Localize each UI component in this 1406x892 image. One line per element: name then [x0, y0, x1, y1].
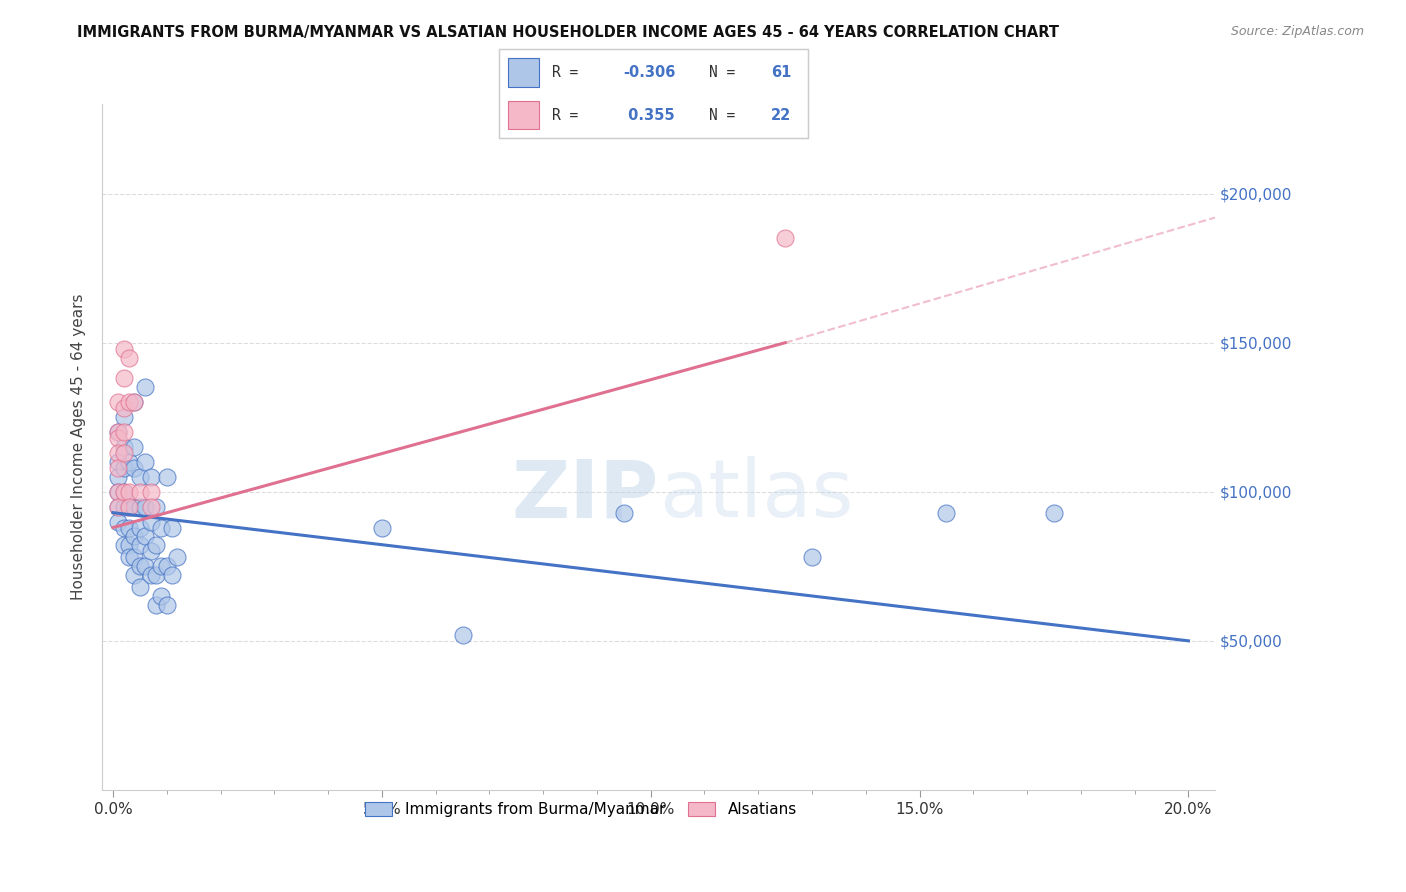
Point	[112, 371, 135, 385]
Point	[107, 500, 129, 514]
Point	[128, 580, 150, 594]
Point	[112, 425, 135, 439]
Point	[128, 520, 150, 534]
Point	[1043, 506, 1066, 520]
Y-axis label: Householder Income Ages 45 - 64 years: Householder Income Ages 45 - 64 years	[72, 293, 86, 600]
Point	[118, 500, 141, 514]
Point	[371, 520, 394, 534]
Point	[145, 538, 167, 552]
Point	[773, 231, 796, 245]
Point	[112, 446, 135, 460]
Point	[139, 500, 162, 514]
Point	[150, 520, 173, 534]
Point	[128, 470, 150, 484]
Point	[613, 506, 636, 520]
Point	[118, 520, 141, 534]
Point	[128, 500, 150, 514]
Point	[124, 568, 146, 582]
Point	[124, 461, 146, 475]
Point	[107, 446, 129, 460]
Legend: Immigrants from Burma/Myanmar, Alsatians: Immigrants from Burma/Myanmar, Alsatians	[359, 797, 803, 823]
Point	[107, 425, 129, 439]
Point	[451, 628, 474, 642]
Point	[160, 568, 183, 582]
Point	[160, 520, 183, 534]
Point	[107, 515, 129, 529]
Point	[134, 500, 156, 514]
Text: N =: N =	[710, 108, 744, 122]
Point	[112, 538, 135, 552]
Point	[124, 395, 146, 409]
Point	[124, 440, 146, 454]
Point	[124, 500, 146, 514]
Point	[128, 538, 150, 552]
Point	[118, 550, 141, 565]
Text: atlas: atlas	[659, 456, 853, 534]
FancyBboxPatch shape	[509, 58, 540, 87]
Text: R =: R =	[551, 108, 586, 122]
Point	[112, 520, 135, 534]
Point	[156, 598, 179, 612]
Point	[145, 598, 167, 612]
Point	[801, 550, 824, 565]
Point	[139, 515, 162, 529]
Point	[118, 484, 141, 499]
Point	[118, 395, 141, 409]
Point	[156, 559, 179, 574]
Point	[107, 425, 129, 439]
Point	[112, 401, 135, 416]
Point	[145, 500, 167, 514]
Point	[134, 559, 156, 574]
Point	[128, 559, 150, 574]
Text: R =: R =	[551, 65, 586, 79]
Point	[166, 550, 188, 565]
Point	[118, 351, 141, 365]
Point	[107, 395, 129, 409]
Point	[112, 461, 135, 475]
Text: Source: ZipAtlas.com: Source: ZipAtlas.com	[1230, 25, 1364, 38]
Point	[112, 410, 135, 425]
Text: N =: N =	[710, 65, 744, 79]
Point	[145, 568, 167, 582]
Point	[124, 529, 146, 543]
Point	[107, 484, 129, 499]
Point	[128, 484, 150, 499]
Point	[107, 455, 129, 469]
FancyBboxPatch shape	[509, 101, 540, 129]
Point	[112, 484, 135, 499]
Text: 0.355: 0.355	[623, 108, 675, 122]
Point	[150, 559, 173, 574]
Point	[139, 484, 162, 499]
Point	[139, 568, 162, 582]
Text: IMMIGRANTS FROM BURMA/MYANMAR VS ALSATIAN HOUSEHOLDER INCOME AGES 45 - 64 YEARS : IMMIGRANTS FROM BURMA/MYANMAR VS ALSATIA…	[77, 25, 1059, 40]
Point	[139, 544, 162, 558]
Point	[156, 470, 179, 484]
Point	[124, 395, 146, 409]
Point	[107, 470, 129, 484]
Text: -0.306: -0.306	[623, 65, 675, 79]
Point	[107, 484, 129, 499]
Point	[107, 500, 129, 514]
Text: 61: 61	[772, 65, 792, 79]
Point	[112, 440, 135, 454]
Point	[112, 484, 135, 499]
Point	[134, 380, 156, 394]
Point	[134, 455, 156, 469]
Point	[112, 500, 135, 514]
Point	[118, 455, 141, 469]
Point	[139, 470, 162, 484]
Point	[124, 550, 146, 565]
Point	[118, 538, 141, 552]
Point	[118, 500, 141, 514]
Point	[107, 461, 129, 475]
Point	[935, 506, 957, 520]
Point	[107, 431, 129, 445]
Point	[134, 529, 156, 543]
Point	[150, 589, 173, 603]
Text: 22: 22	[772, 108, 792, 122]
Point	[112, 342, 135, 356]
Text: ZIP: ZIP	[512, 456, 659, 534]
